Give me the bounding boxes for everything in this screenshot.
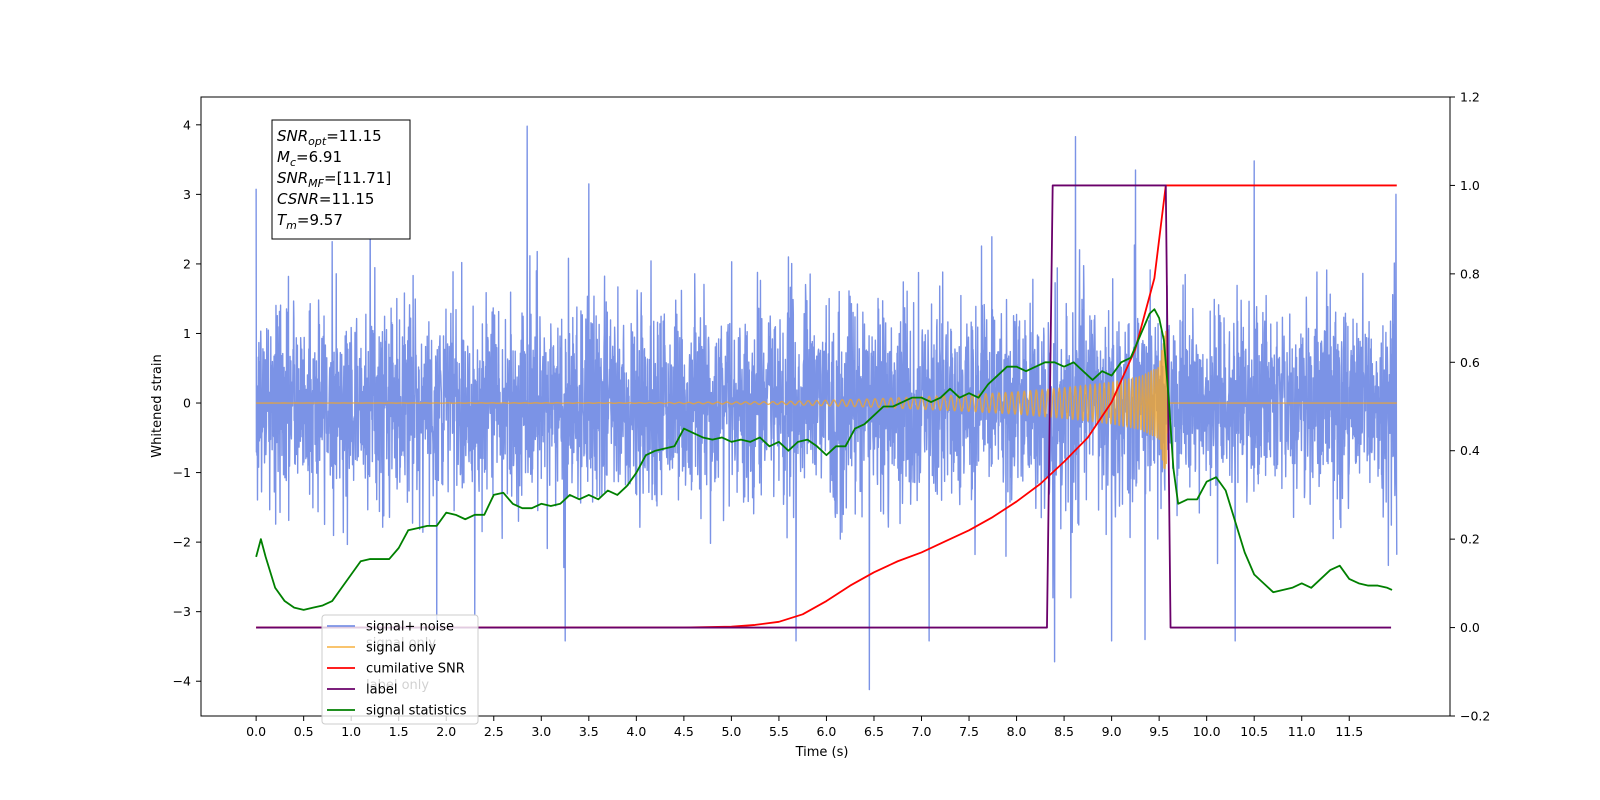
legend-label: signal statistics bbox=[366, 704, 467, 719]
left-y-tick-label: 0 bbox=[183, 396, 191, 411]
annotation-line: Mc=6.91 bbox=[277, 148, 342, 169]
left-y-tick-label: −3 bbox=[173, 604, 191, 619]
annotation-line: SNRopt=11.15 bbox=[277, 127, 382, 148]
series-line-label bbox=[256, 184, 1392, 629]
annotation-box: SNRopt=11.15Mc=6.91SNRMF=[11.71]CSNR=11.… bbox=[271, 119, 411, 240]
legend-label: label bbox=[366, 683, 397, 698]
x-tick-label: 8.0 bbox=[1007, 724, 1027, 739]
x-tick-label: 0.0 bbox=[246, 724, 266, 739]
x-tick-label: 7.0 bbox=[912, 724, 932, 739]
x-tick-label: 10.0 bbox=[1193, 724, 1221, 739]
x-tick-label: 11.5 bbox=[1335, 724, 1363, 739]
x-tick-label: 11.0 bbox=[1288, 724, 1316, 739]
x-tick-label: 3.5 bbox=[579, 724, 599, 739]
x-axis-label: Time (s) bbox=[795, 745, 849, 760]
series-line-cumilative-snr bbox=[256, 184, 1397, 629]
annotation-frame bbox=[271, 119, 411, 240]
legend-label: signal+ noise bbox=[366, 620, 454, 635]
left-y-tick-label: 2 bbox=[183, 256, 191, 271]
left-y-tick-label: −1 bbox=[173, 465, 191, 480]
right-y-tick-label: −0.2 bbox=[1460, 709, 1490, 724]
right-y-tick-label: 0.2 bbox=[1460, 532, 1480, 547]
series-line-signal-noise bbox=[255, 125, 1398, 691]
x-tick-label: 10.5 bbox=[1240, 724, 1268, 739]
left-y-tick-label: −4 bbox=[173, 674, 191, 689]
legend-frame bbox=[321, 614, 479, 725]
legend-label: cumilative SNR bbox=[366, 662, 465, 677]
left-y-tick-label: 3 bbox=[183, 187, 191, 202]
legend-ghost-label: label only bbox=[366, 678, 429, 693]
x-tick-label: 9.5 bbox=[1149, 724, 1169, 739]
right-y-axis: 1.2 1.0 0.8 0.6 0.4 0.2 0.0 −0.2 bbox=[1450, 90, 1490, 724]
right-y-tick-label: 1.2 bbox=[1460, 90, 1480, 105]
y-axis-label: Whitened strain bbox=[150, 354, 165, 457]
x-tick-label: 0.5 bbox=[294, 724, 314, 739]
right-y-tick-label: 1.0 bbox=[1460, 178, 1480, 193]
left-y-tick-label: 1 bbox=[183, 326, 191, 341]
series-line-signal-only bbox=[255, 330, 1398, 470]
x-tick-label: 5.5 bbox=[769, 724, 789, 739]
right-y-tick-label: 0.6 bbox=[1460, 355, 1480, 370]
annotation-line: SNRMF=[11.71] bbox=[277, 169, 391, 190]
x-tick-label: 7.5 bbox=[959, 724, 979, 739]
right-y-tick-label: 0.8 bbox=[1460, 266, 1480, 281]
right-y-tick-label: 0.4 bbox=[1460, 443, 1480, 458]
x-tick-label: 4.0 bbox=[626, 724, 646, 739]
legend-label: signal only bbox=[366, 641, 436, 656]
annotation-line: Tm=9.57 bbox=[277, 211, 343, 232]
x-tick-label: 3.0 bbox=[531, 724, 551, 739]
series-layer bbox=[255, 125, 1398, 691]
legend-ghost-label: signal only bbox=[366, 636, 436, 651]
series-line-signal-statistics bbox=[255, 308, 1393, 611]
left-y-tick-label: 4 bbox=[183, 117, 191, 132]
left-y-axis: 4 3 2 1 0 −1 −2 −3 −4 bbox=[173, 117, 201, 689]
x-tick-label: 4.5 bbox=[674, 724, 694, 739]
annotation-line: CSNR=11.15 bbox=[277, 190, 374, 208]
x-tick-label: 6.5 bbox=[864, 724, 884, 739]
x-tick-label: 1.0 bbox=[341, 724, 361, 739]
x-tick-label: 8.5 bbox=[1054, 724, 1074, 739]
plot-frame bbox=[200, 96, 1451, 717]
x-tick-label: 1.5 bbox=[389, 724, 409, 739]
x-tick-label: 2.0 bbox=[436, 724, 456, 739]
right-y-tick-label: 0.0 bbox=[1460, 620, 1480, 635]
x-axis: 0.0 0.5 1.0 1.5 2.0 2.5 3.0 3.5 4.0 4.5 5.0 5.5 6.0 6… bbox=[246, 716, 1363, 739]
x-tick-label: 6.0 bbox=[817, 724, 837, 739]
x-tick-label: 5.0 bbox=[721, 724, 741, 739]
left-y-tick-label: −2 bbox=[173, 535, 191, 550]
x-tick-label: 2.5 bbox=[484, 724, 504, 739]
x-tick-label: 9.0 bbox=[1102, 724, 1122, 739]
